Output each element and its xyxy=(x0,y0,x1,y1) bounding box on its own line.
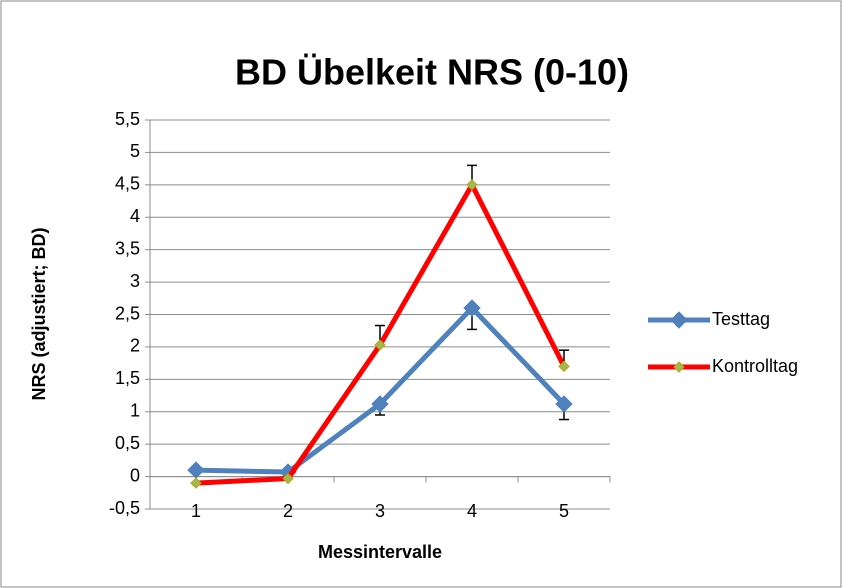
y-tick-label: -0,5 xyxy=(109,498,140,518)
x-tick-label: 5 xyxy=(559,501,569,521)
legend-marker xyxy=(670,311,688,329)
y-tick-label: 3,5 xyxy=(115,238,140,258)
marker xyxy=(555,395,573,413)
marker xyxy=(558,360,570,373)
x-tick-label: 1 xyxy=(191,501,201,521)
marker xyxy=(371,395,389,413)
y-tick-label: 5,5 xyxy=(115,109,140,129)
y-tick-label: 5 xyxy=(130,141,140,161)
marker xyxy=(463,299,481,317)
y-tick-label: 0,5 xyxy=(115,433,140,453)
y-axis-label: NRS (adjustiert; BD) xyxy=(29,227,49,400)
y-tick-label: 3 xyxy=(130,271,140,291)
y-tick-label: 1,5 xyxy=(115,368,140,388)
marker xyxy=(190,477,202,489)
x-tick-label: 2 xyxy=(283,501,293,521)
y-tick-label: 2,5 xyxy=(115,303,140,323)
x-axis-label: Messintervalle xyxy=(318,542,442,562)
x-tick-label: 4 xyxy=(467,501,477,521)
marker xyxy=(374,339,386,351)
legend-label: Testtag xyxy=(712,309,770,329)
chart-title: BD Übelkeit NRS (0-10) xyxy=(235,52,629,93)
legend-marker xyxy=(673,361,685,373)
marker xyxy=(282,472,294,485)
x-tick-label: 3 xyxy=(375,501,385,521)
marker xyxy=(466,179,478,191)
y-tick-label: 2 xyxy=(130,336,140,356)
y-tick-label: 0 xyxy=(130,465,140,485)
legend-label: Kontrolltag xyxy=(712,356,798,376)
y-tick-label: 1 xyxy=(130,401,140,421)
y-tick-label: 4 xyxy=(130,206,140,226)
y-tick-label: 4,5 xyxy=(115,174,140,194)
